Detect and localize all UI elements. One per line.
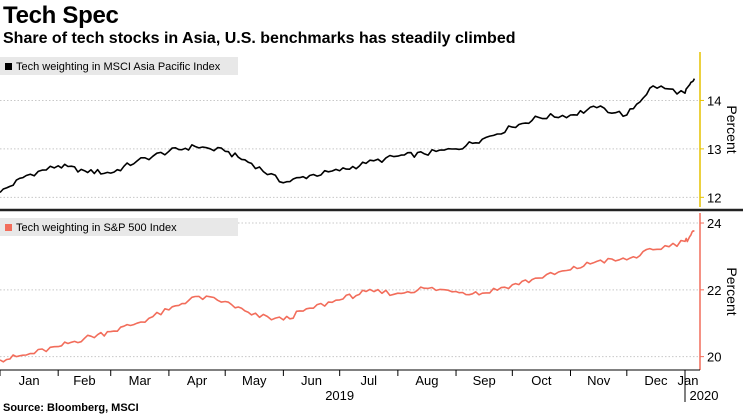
x-tick-label: Jan	[678, 373, 699, 388]
x-tick-label: Dec	[644, 373, 668, 388]
legend-box	[0, 57, 238, 75]
y-tick-label: 12	[707, 190, 721, 205]
chart-title: Tech Spec	[3, 2, 119, 29]
y-axis-label: Percent	[724, 267, 740, 315]
year-label: 2019	[325, 388, 354, 403]
y-tick-label: 14	[707, 93, 721, 108]
series-line	[0, 230, 695, 363]
series-line	[0, 78, 696, 194]
x-tick-label: Jul	[360, 373, 377, 388]
legend-label: Tech weighting in S&P 500 Index	[16, 222, 177, 234]
x-tick-label: Sep	[473, 373, 496, 388]
y-axis-label: Percent	[724, 105, 740, 153]
legend-swatch	[5, 224, 12, 231]
y-tick-label: 22	[707, 283, 721, 298]
x-tick-label: Jun	[301, 373, 322, 388]
legend-label: Tech weighting in MSCI Asia Pacific Inde…	[16, 61, 221, 73]
year-label: 2020	[690, 388, 719, 403]
chart-source: Source: Bloomberg, MSCI	[3, 402, 139, 414]
legend-box	[0, 218, 238, 236]
x-tick-label: Jan	[19, 373, 40, 388]
chart-subtitle: Share of tech stocks in Asia, U.S. bench…	[3, 30, 516, 47]
x-tick-label: Mar	[129, 373, 152, 388]
x-tick-label: Aug	[415, 373, 438, 388]
x-tick-label: Feb	[73, 373, 95, 388]
y-tick-label: 20	[707, 350, 721, 365]
x-tick-label: Apr	[187, 373, 208, 388]
x-tick-label: Oct	[531, 373, 552, 388]
x-tick-label: Nov	[587, 373, 611, 388]
legend-swatch	[5, 63, 12, 70]
y-tick-label: 24	[707, 216, 721, 231]
x-tick-label: May	[242, 373, 267, 388]
y-tick-label: 13	[707, 142, 721, 157]
